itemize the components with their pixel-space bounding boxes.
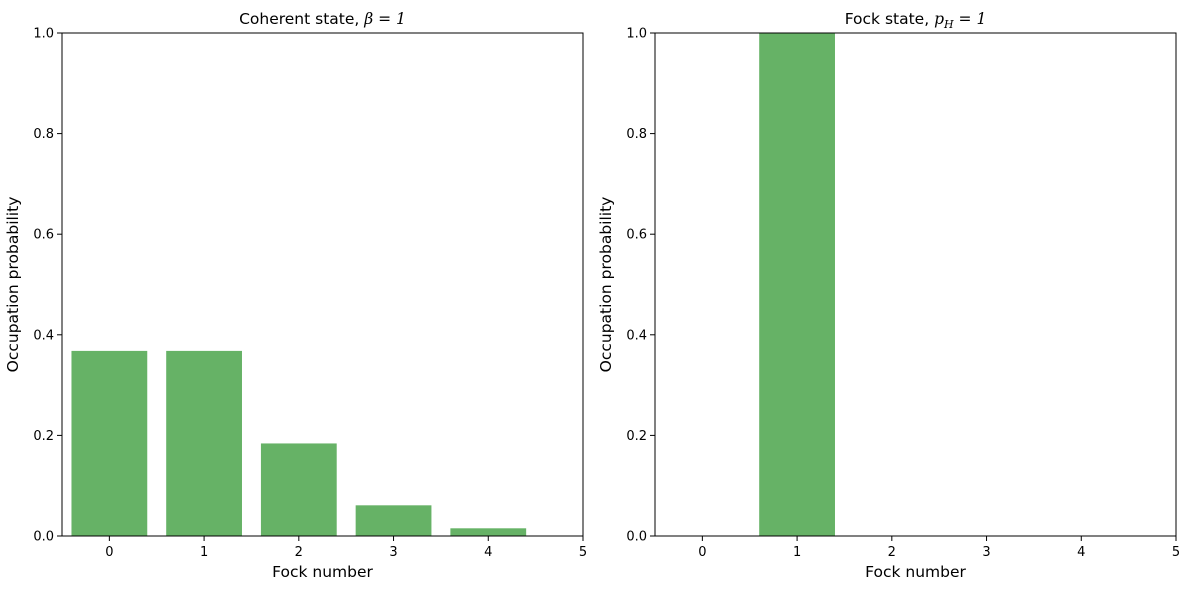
x-tick-label: 3 (982, 545, 990, 560)
bar-0 (71, 350, 148, 536)
bar-4 (450, 528, 527, 536)
title-text: Coherent state, (239, 10, 364, 28)
y-tick-label: 0.4 (33, 328, 54, 343)
bar-3 (355, 505, 432, 536)
y-tick-label: 1.0 (626, 27, 647, 42)
y-tick-label: 0.2 (626, 429, 647, 444)
x-tick-label: 2 (295, 545, 303, 560)
axes-frame (654, 32, 1177, 537)
x-tick-label: 2 (888, 545, 896, 560)
y-tick-label: 0.0 (626, 530, 647, 545)
y-tick-label: 0.0 (33, 530, 54, 545)
chart-title: Coherent state, β = 1 (239, 10, 406, 28)
title-math-subscript: H (943, 18, 954, 31)
x-tick-label: 4 (484, 545, 492, 560)
x-tick-label: 1 (200, 545, 208, 560)
y-axis-label: Occupation probability (4, 197, 22, 373)
title-math-tail: = 1 (954, 10, 987, 28)
x-tick-label: 4 (1077, 545, 1085, 560)
y-tick-label: 0.6 (626, 228, 647, 243)
x-tick-label: 1 (793, 545, 801, 560)
y-tick-label: 0.6 (33, 228, 54, 243)
x-tick-label: 3 (389, 545, 397, 560)
coherent-state-chart: 0 1 2 3 4 5 0.0 0.2 0.4 0.6 0.8 1.0 Fock number Occup… (4, 10, 587, 581)
x-tick-label: 0 (698, 545, 706, 560)
y-axis-label: Occupation probability (597, 197, 615, 373)
x-tick-label: 0 (105, 545, 113, 560)
axes-frame (61, 32, 584, 537)
bar-1 (166, 350, 242, 536)
title-math: β = 1 (363, 10, 406, 28)
bar-2 (260, 443, 337, 536)
fock-state-chart: 0 1 2 3 4 5 0.0 0.2 0.4 0.6 0.8 1.0 Fock number Occup… (597, 10, 1180, 581)
y-tick-label: 1.0 (33, 27, 54, 42)
x-tick-label: 5 (1172, 545, 1180, 560)
chart-title: Fock state, pH = 1 (845, 10, 987, 31)
x-tick-label: 5 (579, 545, 587, 560)
x-axis-label: Fock number (272, 563, 373, 581)
y-tick-label: 0.8 (33, 127, 54, 142)
x-axis-label: Fock number (865, 563, 966, 581)
y-tick-label: 0.4 (626, 328, 647, 343)
title-text: Fock state, (845, 10, 934, 28)
title-math: p (934, 10, 944, 28)
bar-1 (759, 33, 835, 536)
y-tick-label: 0.8 (626, 127, 647, 142)
y-tick-label: 0.2 (33, 429, 54, 444)
